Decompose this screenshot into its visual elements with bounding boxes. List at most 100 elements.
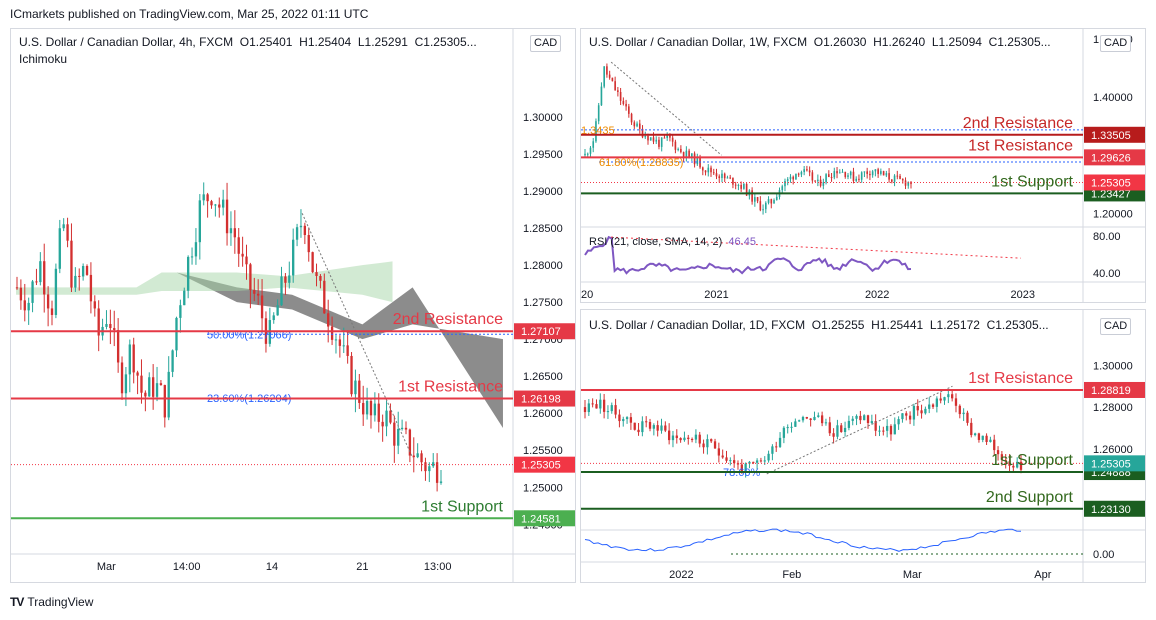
candle-body xyxy=(896,175,899,177)
candle-body xyxy=(912,406,916,420)
candle-body xyxy=(880,171,882,174)
candle-body xyxy=(707,167,710,173)
level-label: 1st Resistance xyxy=(398,379,503,396)
time-tick-label: Mar xyxy=(97,561,116,573)
level-price-tag xyxy=(1084,126,1145,143)
ohlc-high: H1.25404 xyxy=(299,35,352,49)
candle-body xyxy=(910,182,912,185)
price-tick-label: 1.29000 xyxy=(523,186,563,198)
currency-button[interactable]: CAD xyxy=(1100,318,1132,335)
candle-body xyxy=(928,404,931,409)
candle-body xyxy=(939,398,942,401)
candle-body xyxy=(633,122,636,127)
last-price-tag-label: 1.25305 xyxy=(1091,177,1131,189)
indicator-label: Ichimoku xyxy=(19,52,68,66)
candle-body xyxy=(257,293,260,296)
currency-button[interactable]: CAD xyxy=(530,35,562,52)
candle-body xyxy=(424,462,427,472)
candle-body xyxy=(43,261,46,295)
ohlc-open: O1.25255 xyxy=(811,318,865,332)
candle-body xyxy=(683,437,686,441)
candle-body xyxy=(775,196,778,201)
currency-button[interactable]: CAD xyxy=(1100,35,1132,52)
candle-body xyxy=(852,171,855,181)
candle-body xyxy=(113,328,116,331)
candle-body xyxy=(186,256,190,291)
candle-body xyxy=(81,266,85,277)
price-tick-label: 1.40000 xyxy=(1093,92,1133,104)
candle-body xyxy=(342,345,345,347)
last-price-tag-label: 1.25305 xyxy=(521,460,561,472)
candle-body xyxy=(893,424,896,435)
legend-1d: U.S. Dollar / Canadian Dollar, 1D, FXCM … xyxy=(589,318,1049,332)
candle-body xyxy=(658,139,660,147)
chart-svg-4h[interactable]: 1.30000 1.29500 1.29000 1.28500 1.28000 1.275… xyxy=(11,29,576,583)
level-price-tag-label: 1.24581 xyxy=(521,513,561,525)
candle-body xyxy=(838,172,841,174)
candle-body xyxy=(947,394,950,398)
chart-svg-1d[interactable]: 1.300001.280001.260002022FebMarApr78.60%… xyxy=(581,310,1146,583)
candle-body xyxy=(680,148,682,153)
candle-body xyxy=(729,177,732,179)
candle-body xyxy=(973,433,977,436)
candle-body xyxy=(23,300,26,311)
candle-body xyxy=(863,415,866,421)
level-label: 2nd Resistance xyxy=(393,311,503,328)
candle-body xyxy=(1019,461,1023,470)
candle-body xyxy=(740,184,742,189)
candle-body xyxy=(827,174,830,178)
candle-body xyxy=(595,121,597,142)
candle-body xyxy=(284,276,287,283)
chart-panel-1w[interactable]: 1.500001.400001.20000202020212022202361.… xyxy=(580,28,1146,303)
candle-body xyxy=(358,380,361,403)
candle-body xyxy=(800,172,803,175)
price-tick-label: 1.30000 xyxy=(1093,360,1133,372)
candle-body xyxy=(338,339,342,346)
oscillator-line xyxy=(584,528,1022,552)
candle-body xyxy=(354,380,357,395)
candle-body xyxy=(280,276,283,306)
candle-body xyxy=(660,137,663,147)
candle-body xyxy=(924,408,927,414)
candle-body xyxy=(794,421,797,427)
time-tick-label: 2021 xyxy=(704,289,728,301)
candle-body xyxy=(1000,454,1004,460)
candle-body xyxy=(805,416,808,419)
level-price-tag xyxy=(514,390,575,407)
candle-body xyxy=(602,399,606,412)
candle-body xyxy=(599,399,602,409)
candle-body xyxy=(871,171,874,176)
chart-panel-4h[interactable]: 1.30000 1.29500 1.29000 1.28500 1.28000 1.275… xyxy=(10,28,576,583)
level-price-tag-label: 1.29626 xyxy=(1091,152,1131,164)
candle-body xyxy=(1004,459,1007,462)
ohlc-open: O1.26030 xyxy=(813,35,867,49)
candle-body xyxy=(819,179,822,186)
candle-body xyxy=(136,372,139,376)
candle-body xyxy=(428,466,431,472)
candle-body xyxy=(245,256,248,265)
chart-svg-1w[interactable]: 1.500001.400001.20000202020212022202361.… xyxy=(581,29,1146,303)
candle-body xyxy=(897,419,900,425)
candle-body xyxy=(315,272,318,276)
level-label: 1st Support xyxy=(991,452,1073,469)
ohlc-open: O1.25401 xyxy=(239,35,293,49)
candle-body xyxy=(691,153,693,157)
candle-body xyxy=(628,106,630,114)
candle-body xyxy=(109,323,112,329)
candle-body xyxy=(717,448,721,456)
candle-body xyxy=(669,135,671,138)
candle-body xyxy=(721,173,723,178)
fib-level-label: 61.80%(1.28835) xyxy=(599,157,683,169)
candle-body xyxy=(648,422,652,429)
level-label: 1st Support xyxy=(991,173,1073,190)
chart-panel-1d[interactable]: 1.300001.280001.260002022FebMarApr78.60%… xyxy=(580,309,1146,583)
candle-body xyxy=(323,280,326,314)
candle-body xyxy=(54,268,58,315)
candle-body xyxy=(221,199,225,208)
candle-body xyxy=(584,153,586,156)
candle-body xyxy=(369,401,373,416)
level-label: 1st Resistance xyxy=(968,137,1073,154)
candle-body xyxy=(175,317,178,351)
candle-body xyxy=(748,461,751,464)
